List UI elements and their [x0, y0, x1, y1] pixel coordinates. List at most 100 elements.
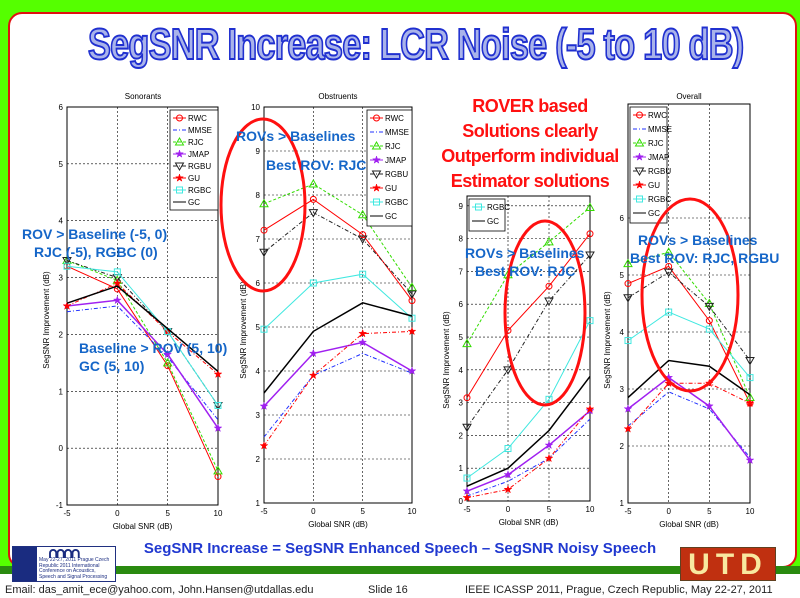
marker-triangle-up — [407, 282, 417, 291]
legend: RWC MMSE RJC JMAP RGBU GU RGBC GC — [629, 106, 672, 224]
highlight-ellipse — [503, 219, 587, 407]
formula-text: SegSNR Increase = SegSNR Enhanced Speech… — [143, 540, 657, 557]
marker-triangle-down — [174, 162, 185, 172]
y-tick-label: 3 — [459, 399, 464, 408]
series-gc — [466, 375, 591, 487]
chart-overall: 1 2 3 4 5 6 -5 0 5 10 Overall Global SNR (dB) SegSNR… — [603, 92, 755, 529]
series-rgbc — [260, 270, 416, 333]
footer — [0, 574, 800, 598]
x-tick-label: 5 — [360, 507, 365, 516]
y-tick-label: 6 — [59, 103, 64, 112]
y-tick-label: 2 — [59, 330, 64, 339]
marker-triangle-up — [174, 136, 185, 146]
marker-star — [62, 301, 72, 310]
marker-circle — [463, 394, 471, 402]
highlight-ellipse — [219, 117, 307, 293]
y-tick-label: 9 — [459, 202, 464, 211]
y-tick-label: 8 — [459, 235, 464, 244]
y-tick-label: 2 — [459, 431, 464, 440]
series-rgbu — [623, 268, 755, 366]
y-tick-label: 2 — [256, 455, 261, 464]
marker-star — [623, 404, 633, 413]
marker-triangle-up — [213, 465, 223, 475]
series-line — [627, 265, 751, 404]
y-tick-label: 6 — [459, 300, 464, 309]
marker-star — [174, 173, 185, 182]
series-mmse — [66, 305, 219, 421]
legend-label: MMSE — [385, 128, 409, 137]
marker-star — [308, 348, 318, 358]
y-axis-label: SegSNR Improvement (dB) — [239, 281, 248, 379]
y-tick-label: 7 — [256, 235, 261, 244]
y-tick-label: 4 — [620, 328, 625, 337]
marker-square — [586, 317, 594, 325]
rover-line: Solutions clearly — [462, 121, 598, 141]
series-line — [466, 418, 591, 497]
marker-star — [544, 440, 554, 450]
series-line — [66, 260, 219, 472]
series-line — [66, 299, 219, 429]
marker-square — [545, 395, 553, 403]
marker-triangle-up — [623, 258, 633, 268]
marker-triangle-down — [704, 302, 715, 312]
legend: RWC MMSE RJC JMAP RGBU GU RGBC GC — [169, 109, 219, 211]
y-tick-label: 1 — [256, 499, 261, 508]
marker-star — [259, 441, 269, 450]
series-mmse — [263, 352, 413, 438]
marker-star — [704, 401, 714, 410]
marker-square — [475, 203, 482, 211]
legend-label: JMAP — [188, 150, 209, 159]
series-line — [66, 265, 219, 406]
series-gu — [259, 326, 417, 450]
marker-triangle-down — [259, 248, 269, 258]
marker-triangle-up — [259, 198, 269, 208]
marker-triangle-down — [462, 423, 472, 433]
series-rgbu — [259, 209, 417, 300]
y-tick-label: 3 — [620, 385, 625, 394]
legend-box — [169, 109, 219, 211]
legend-label: GU — [648, 181, 660, 190]
marker-square — [63, 262, 71, 270]
marker-square — [113, 268, 121, 276]
y-tick-label: 4 — [256, 367, 261, 376]
rover-line: Estimator solutions — [450, 171, 610, 191]
footer-slide-number: Slide 16 — [368, 584, 408, 596]
y-tick-label: 2 — [620, 442, 625, 451]
marker-circle — [176, 114, 183, 122]
marker-star — [371, 155, 382, 164]
icassp-logo-text: May 22-27, 2011 Prague Czech Republic 20… — [39, 557, 110, 580]
legend-label: RWC — [385, 114, 404, 123]
legend-label: RGBU — [385, 170, 408, 179]
legend-label: GC — [188, 198, 200, 207]
annotation-overall-best: Best ROV: RJC, RGBU — [630, 250, 780, 266]
marker-square — [408, 314, 416, 322]
marker-circle — [705, 317, 713, 325]
annotation-third-best: Best ROV: RJC — [475, 263, 576, 279]
marker-star — [213, 423, 223, 433]
marker-triangle-down — [503, 366, 513, 375]
marker-star — [585, 404, 595, 414]
y-tick-label: 0 — [459, 497, 464, 506]
x-tick-label: 5 — [707, 507, 712, 516]
legend: RWC MMSE RJC JMAP RGBU GU RGBC GC — [366, 109, 413, 227]
marker-triangle-down — [623, 294, 633, 303]
marker-star — [163, 349, 173, 359]
x-tick-label: 0 — [311, 507, 316, 516]
marker-square — [309, 279, 317, 287]
series-line — [466, 233, 591, 398]
series-line — [466, 375, 591, 487]
series-line — [66, 305, 219, 421]
marker-triangle-up — [162, 357, 173, 367]
marker-star — [358, 328, 368, 338]
marker-square — [665, 308, 673, 316]
marker-square — [373, 198, 380, 206]
series-jmap — [259, 337, 417, 411]
marker-star — [174, 149, 185, 158]
y-tick-label: 1 — [59, 387, 64, 396]
marker-square — [176, 186, 183, 194]
legend-label: RGBC — [188, 186, 211, 195]
series-gc — [627, 359, 751, 399]
legend-label: RWC — [188, 114, 207, 123]
legend-box — [366, 109, 413, 227]
x-tick-label: 0 — [115, 509, 120, 518]
